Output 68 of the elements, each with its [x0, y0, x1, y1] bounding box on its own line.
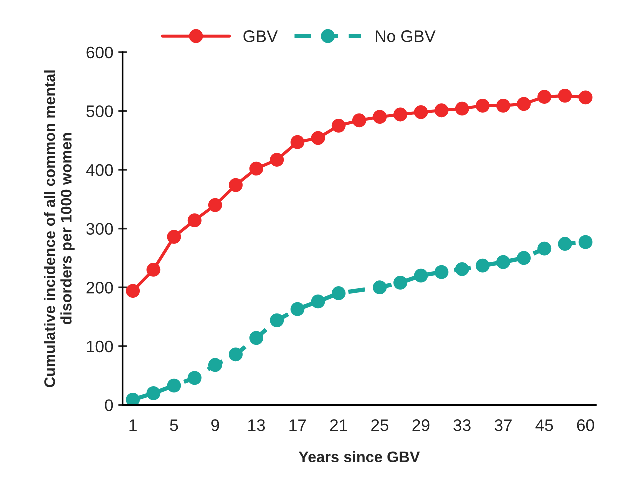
point [394, 108, 408, 122]
point [517, 97, 531, 112]
point [146, 263, 161, 277]
x-tick-label: 5 [170, 420, 178, 432]
x-tick-label: 13 [248, 420, 266, 432]
point [578, 235, 593, 250]
point [208, 198, 222, 212]
y-tick-label: 0 [105, 400, 114, 412]
point [476, 98, 490, 113]
point [558, 237, 572, 252]
point [434, 104, 449, 118]
point [208, 358, 222, 372]
point [476, 258, 490, 273]
point [414, 105, 428, 120]
point [496, 255, 510, 270]
point [352, 114, 366, 128]
y-tick-label: 200 [86, 282, 114, 294]
y-tick-label: 400 [86, 164, 114, 176]
point [311, 131, 326, 146]
point [332, 286, 346, 300]
x-tick-label: 29 [412, 420, 430, 432]
y-tick-label: 500 [86, 106, 114, 118]
y-tick-label: 300 [86, 223, 114, 236]
x-tick-label: 45 [536, 420, 554, 432]
point [434, 265, 449, 280]
point [538, 242, 552, 256]
point [250, 162, 264, 176]
y-tick-label: 600 [86, 46, 114, 59]
legend-label: GBV [244, 30, 278, 42]
point [558, 88, 572, 103]
point [188, 214, 202, 228]
point [167, 230, 182, 244]
point [373, 280, 387, 295]
point [578, 90, 593, 105]
point [496, 98, 510, 113]
point [229, 348, 243, 362]
point [126, 284, 140, 298]
point [146, 386, 161, 400]
x-tick-label: 9 [212, 420, 220, 432]
x-tick-label: 60 [577, 420, 594, 432]
x-tick-label: 1 [130, 420, 137, 432]
x-tick-label: 33 [454, 420, 471, 432]
point [188, 371, 202, 386]
y-tick-label: 100 [87, 340, 114, 353]
point [270, 153, 284, 167]
point [394, 276, 408, 290]
point [455, 102, 470, 116]
point [167, 378, 182, 393]
point [290, 302, 305, 316]
x-tick-label: 25 [372, 420, 389, 432]
x-tick-label: 17 [290, 420, 306, 432]
point [414, 268, 428, 283]
x-tick-label: 37 [494, 420, 512, 432]
point [517, 251, 531, 266]
point [538, 90, 552, 104]
point [290, 135, 305, 150]
point [311, 294, 326, 309]
point [373, 110, 387, 124]
x-axis-title: Years since GBV [298, 451, 420, 463]
point [229, 178, 243, 192]
point [270, 314, 284, 328]
x-tick-label: 21 [330, 420, 348, 432]
point [250, 331, 264, 346]
legend-label: No GBV [376, 30, 436, 42]
point [332, 118, 346, 133]
point [126, 392, 140, 406]
y-axis-title: Cumulative incidence of all common mental disorders per 1000 women [44, 70, 75, 388]
point [455, 262, 470, 276]
